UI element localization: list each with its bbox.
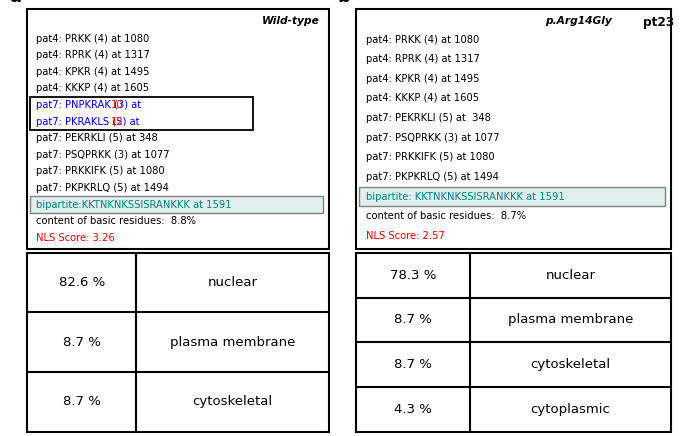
Text: pat7: PKRAKLS (5) at: pat7: PKRAKLS (5) at (36, 116, 146, 126)
Text: pat4: KKKP (4) at 1605: pat4: KKKP (4) at 1605 (36, 83, 149, 93)
Text: pat4: PRKK (4) at 1080: pat4: PRKK (4) at 1080 (366, 34, 479, 44)
Text: pat4: KPKR (4) at 1495: pat4: KPKR (4) at 1495 (36, 67, 150, 77)
Text: NLS Score: 3.26: NLS Score: 3.26 (36, 233, 115, 243)
Text: cytoplasmic: cytoplasmic (530, 403, 610, 416)
Text: nuclear: nuclear (545, 269, 595, 282)
Text: b: b (337, 0, 350, 7)
Text: pat4: PRKK (4) at 1080: pat4: PRKK (4) at 1080 (36, 34, 150, 44)
Text: 8.7 %: 8.7 % (394, 358, 432, 371)
Text: pat7: PKPKRLQ (5) at 1494: pat7: PKPKRLQ (5) at 1494 (36, 183, 169, 193)
Text: 8.7 %: 8.7 % (394, 313, 432, 327)
Text: pat7: PNPKRAK (3) at: pat7: PNPKRAK (3) at (36, 100, 148, 110)
Text: plasma membrane: plasma membrane (508, 313, 633, 327)
Text: pat7: PKPKRLQ (5) at 1494: pat7: PKPKRLQ (5) at 1494 (366, 172, 499, 182)
Text: pat7: PEKRKLI (5) at 348: pat7: PEKRKLI (5) at 348 (36, 133, 158, 143)
Text: nuclear: nuclear (208, 276, 258, 289)
Bar (30, 196, 323, 213)
Text: cytoskeletal: cytoskeletal (530, 358, 610, 371)
Text: bipartite: KKTNKNKSSISRANKKK at 1591: bipartite: KKTNKNKSSISRANKKK at 1591 (366, 191, 564, 201)
Text: cytoskeletal: cytoskeletal (192, 395, 273, 409)
Text: pat7: PSQPRKK (3) at 1077: pat7: PSQPRKK (3) at 1077 (36, 150, 170, 160)
Text: a: a (10, 0, 21, 7)
Text: 78.3 %: 78.3 % (390, 269, 436, 282)
Text: Wild-type: Wild-type (262, 16, 320, 26)
Text: 10: 10 (110, 100, 123, 110)
Text: plasma membrane: plasma membrane (170, 336, 295, 349)
Text: NLS Score: 2.57: NLS Score: 2.57 (366, 231, 445, 241)
Text: pat7: PEKRKLI (5) at  348: pat7: PEKRKLI (5) at 348 (366, 113, 490, 123)
Text: pt23: pt23 (643, 16, 674, 29)
Text: bipartite:KKTNKNKSSISRANKKK at 1591: bipartite:KKTNKNKSSISRANKKK at 1591 (36, 200, 232, 210)
Text: 8.7 %: 8.7 % (63, 336, 101, 349)
Text: pat7: PRKKIFK (5) at 1080: pat7: PRKKIFK (5) at 1080 (366, 152, 495, 162)
Text: 12: 12 (110, 116, 123, 126)
Bar (30, 97, 253, 130)
Text: 82.6 %: 82.6 % (58, 276, 105, 289)
Text: p.Arg14Gly: p.Arg14Gly (545, 16, 612, 26)
Text: pat4: KPKR (4) at 1495: pat4: KPKR (4) at 1495 (366, 74, 479, 84)
Text: pat7: PRKKIFK (5) at 1080: pat7: PRKKIFK (5) at 1080 (36, 166, 165, 176)
Text: pat4: RPRK (4) at 1317: pat4: RPRK (4) at 1317 (36, 50, 150, 60)
Text: 8.7 %: 8.7 % (63, 395, 101, 409)
Text: pat7: PSQPRKK (3) at 1077: pat7: PSQPRKK (3) at 1077 (366, 133, 499, 143)
Text: content of basic residues:  8.7%: content of basic residues: 8.7% (366, 211, 526, 221)
Text: pat4: KKKP (4) at 1605: pat4: KKKP (4) at 1605 (366, 93, 479, 103)
Bar (360, 187, 665, 206)
Text: content of basic residues:  8.8%: content of basic residues: 8.8% (36, 216, 197, 226)
Text: 4.3 %: 4.3 % (394, 403, 432, 416)
Text: pat4: RPRK (4) at 1317: pat4: RPRK (4) at 1317 (366, 54, 480, 64)
